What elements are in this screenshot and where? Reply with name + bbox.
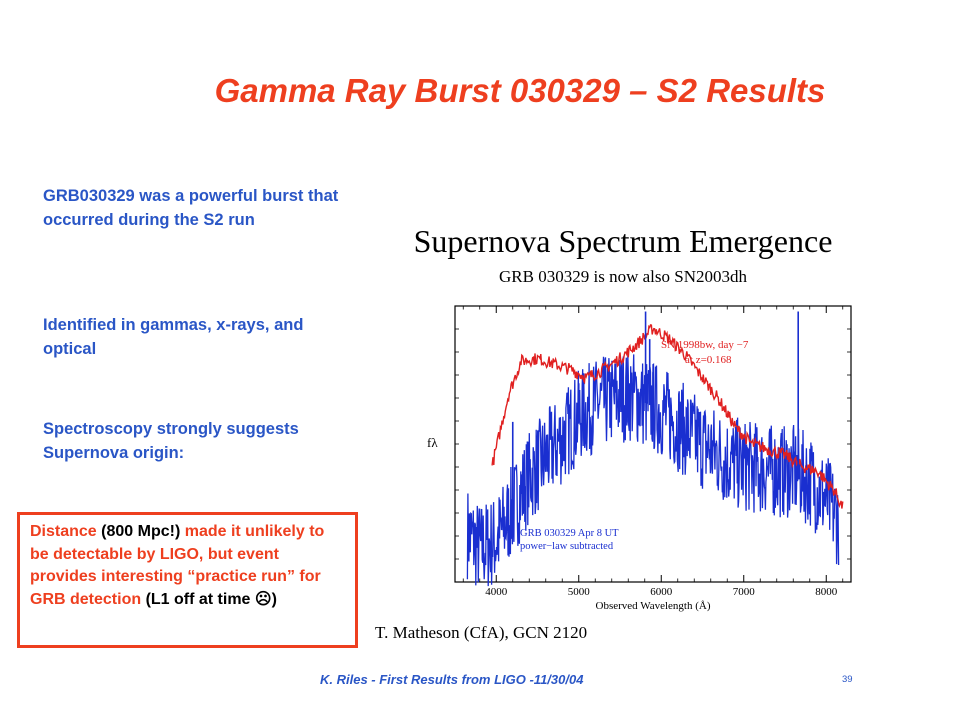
- note-text: made it unlikely to be detectable by LIG…: [30, 523, 325, 608]
- page-number: 39: [842, 674, 853, 685]
- figure-credit: T. Matheson (CfA), GCN 2120: [375, 623, 587, 642]
- spectrum-chart: Supernova Spectrum Emergence GRB 030329 …: [375, 223, 852, 642]
- sn-1998bw-spectrum-line: [491, 324, 844, 509]
- x-tick-label: 4000: [485, 586, 508, 598]
- note-l1-status: (L1 off at time ☹): [145, 590, 277, 608]
- note-distance-value: (800 Mpc!): [101, 523, 181, 540]
- x-axis-label: Observed Wavelength (Å): [596, 600, 711, 612]
- red-series-label: SN 1998bw, day −7: [661, 339, 749, 351]
- bullet-text: Spectroscopy strongly suggests Supernova…: [43, 420, 299, 462]
- figure-title: Supernova Spectrum Emergence: [414, 223, 833, 259]
- slide-title: Gamma Ray Burst 030329 – S2 Results: [214, 72, 826, 109]
- note-text: Distance: [30, 523, 102, 540]
- x-tick-label: 6000: [650, 586, 673, 598]
- bullet-text: GRB030329 was a powerful burst that occu…: [43, 187, 339, 229]
- x-tick-label: 5000: [568, 586, 591, 598]
- spectrum-figure: Supernova Spectrum Emergence GRB 030329 …: [372, 212, 960, 652]
- blue-series-label: power−law subtracted: [520, 541, 614, 552]
- footer-text: K. Riles - First Results from LIGO -11/3…: [320, 672, 584, 687]
- x-tick-label: 8000: [815, 586, 838, 598]
- blue-series-label: GRB 030329 Apr 8 UT: [520, 528, 619, 539]
- distance-note-box: Distance (800 Mpc!) made it unlikely to …: [17, 512, 358, 648]
- x-tick-label: 7000: [733, 586, 756, 598]
- bullet-text: Identified in gammas, x-rays, and optica…: [43, 316, 304, 358]
- y-axis-label: fλ: [427, 435, 438, 450]
- grb-030329-spectrum-line: [466, 352, 840, 587]
- figure-subtitle: GRB 030329 is now also SN2003dh: [499, 267, 747, 286]
- red-series-label: at z=0.168: [685, 354, 732, 366]
